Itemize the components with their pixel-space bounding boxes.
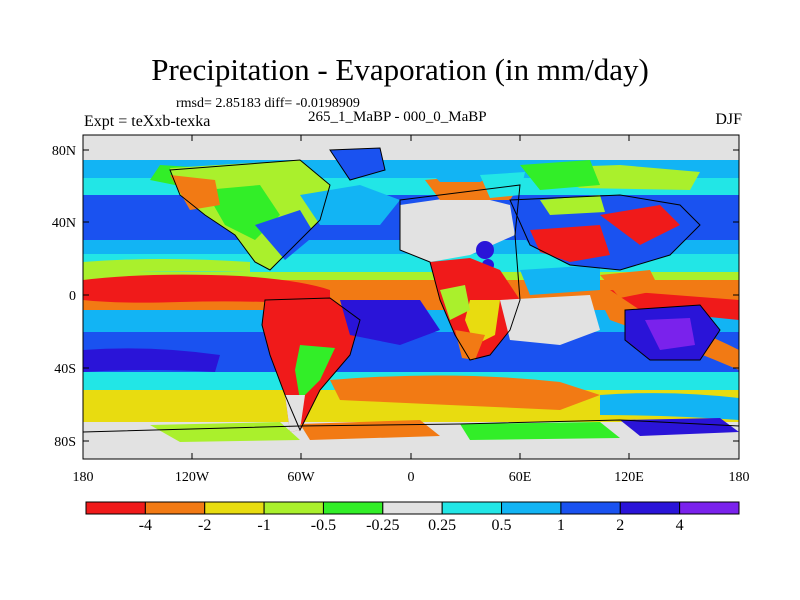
colorbar-label: 1: [556, 517, 565, 534]
colorbar-box: [382, 501, 443, 515]
lat-label-0: 0: [69, 289, 76, 304]
rmsd-diff-stats: rmsd= 2.85183 diff= -0.0198909: [176, 96, 360, 111]
lat-label-40s: 40S: [54, 362, 76, 377]
colorbar-box: [144, 501, 206, 515]
lon-label-60w: 60W: [287, 470, 315, 485]
colorbar-box: [322, 501, 384, 515]
lat-label-80s: 80S: [54, 435, 76, 450]
colorbar-box: [204, 501, 265, 515]
lon-label-180e: 180: [729, 470, 750, 485]
colorbar-label: -0.25: [366, 517, 400, 534]
period-subtitle: 265_1_MaBP - 000_0_MaBP: [308, 109, 487, 125]
colorbar-label: -4: [138, 517, 153, 534]
colorbar-box: [679, 501, 740, 515]
field-layer: [83, 135, 739, 459]
colorbar-label: -1: [257, 517, 271, 534]
coastlines: [83, 147, 739, 433]
lat-label-80n: 80N: [52, 144, 76, 159]
colorbar-box: [263, 501, 324, 515]
colorbar-box: [501, 501, 562, 515]
lon-label-60e: 60E: [509, 470, 532, 485]
season-label: DJF: [715, 111, 742, 128]
lon-label-180w: 180: [73, 470, 94, 485]
lon-ticks: [191, 135, 630, 459]
colorbar-box: [560, 501, 621, 515]
lon-label-0: 0: [408, 470, 415, 485]
map-title: Precipitation - Evaporation (in mm/day): [151, 52, 649, 87]
colorbar-label: 4: [675, 517, 684, 534]
experiment-label: Expt = teXxb-texka: [84, 113, 211, 130]
colorbar-label: -2: [198, 517, 212, 534]
lon-label-120e: 120E: [614, 470, 644, 485]
colorbar: [85, 501, 740, 515]
colorbar-box: [619, 501, 681, 515]
colorbar-box: [85, 501, 146, 515]
colorbar-label: 0.5: [491, 517, 512, 534]
lon-label-120w: 120W: [175, 470, 210, 485]
lat-label-40n: 40N: [52, 216, 76, 231]
colorbar-box: [441, 501, 503, 515]
colorbar-label: 2: [616, 517, 625, 534]
colorbar-label: 0.25: [428, 517, 457, 534]
lat-ticks: [83, 149, 739, 442]
colorbar-label: -0.5: [310, 517, 337, 534]
